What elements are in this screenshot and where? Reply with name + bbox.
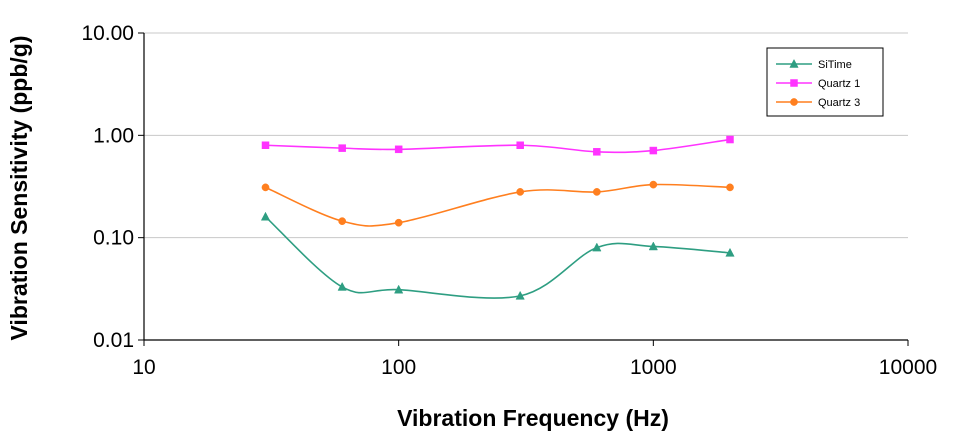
legend-item-sitime: SiTime bbox=[776, 58, 852, 71]
series-line-sitime bbox=[264, 216, 731, 299]
data-point-quartz-3 bbox=[649, 180, 658, 189]
y-tick-label: 0.01 bbox=[93, 329, 134, 352]
legend-label-quartz-3: Quartz 3 bbox=[818, 97, 860, 109]
data-point-sitime bbox=[260, 211, 271, 221]
series-lines bbox=[264, 138, 731, 299]
data-point-quartz-1 bbox=[516, 141, 524, 150]
data-point-quartz-3 bbox=[261, 183, 270, 192]
data-point-quartz-1 bbox=[261, 141, 270, 150]
y-tick-label: 1.00 bbox=[93, 124, 134, 147]
legend: SiTime Quartz 1 Quartz 3 bbox=[766, 47, 884, 117]
data-point-quartz-1 bbox=[649, 146, 658, 155]
legend-marker-quartz-1 bbox=[790, 79, 798, 87]
data-point-quartz-1 bbox=[338, 144, 346, 152]
y-tick-label: 0.10 bbox=[93, 227, 134, 250]
legend-marker-sitime bbox=[789, 58, 799, 68]
legend-marker-quartz-3 bbox=[790, 98, 798, 106]
series-markers bbox=[260, 135, 735, 300]
legend-item-quartz-3: Quartz 3 bbox=[776, 97, 860, 109]
axes bbox=[138, 32, 909, 346]
legend-box bbox=[766, 47, 884, 117]
data-point-sitime bbox=[725, 247, 735, 257]
data-point-sitime bbox=[394, 284, 404, 294]
tick-labels: 0.01 0.10 1.00 10.00 10 100 1000 10000 bbox=[81, 22, 937, 379]
y-tick-label: 10.00 bbox=[81, 22, 134, 45]
legend-item-quartz-1: Quartz 1 bbox=[776, 78, 860, 90]
data-point-sitime bbox=[337, 281, 347, 291]
series-line-quartz-1 bbox=[265, 138, 731, 154]
data-point-sitime bbox=[592, 242, 602, 252]
y-axis-title: Vibration Sensitivity (ppb/g) bbox=[6, 36, 32, 341]
data-point-quartz-3 bbox=[726, 183, 734, 192]
legend-label-quartz-1: Quartz 1 bbox=[818, 78, 860, 90]
x-tick-label: 100 bbox=[381, 356, 416, 379]
x-axis-title: Vibration Frequency (Hz) bbox=[397, 405, 669, 431]
data-point-sitime bbox=[648, 241, 658, 251]
grid-lines bbox=[144, 32, 908, 239]
x-tick-label: 1000 bbox=[630, 356, 677, 379]
x-tick-label: 10000 bbox=[879, 356, 937, 379]
data-point-quartz-3 bbox=[592, 188, 601, 196]
data-point-quartz-1 bbox=[593, 148, 601, 156]
data-point-quartz-1 bbox=[726, 135, 734, 144]
legend-label-sitime: SiTime bbox=[818, 59, 852, 71]
data-point-quartz-3 bbox=[394, 218, 403, 227]
data-point-quartz-3 bbox=[338, 217, 347, 226]
data-point-sitime bbox=[515, 290, 525, 300]
data-point-quartz-3 bbox=[516, 188, 525, 196]
series-line-quartz-3 bbox=[265, 183, 731, 227]
data-point-quartz-1 bbox=[394, 145, 403, 154]
x-tick-label: 10 bbox=[132, 356, 155, 379]
